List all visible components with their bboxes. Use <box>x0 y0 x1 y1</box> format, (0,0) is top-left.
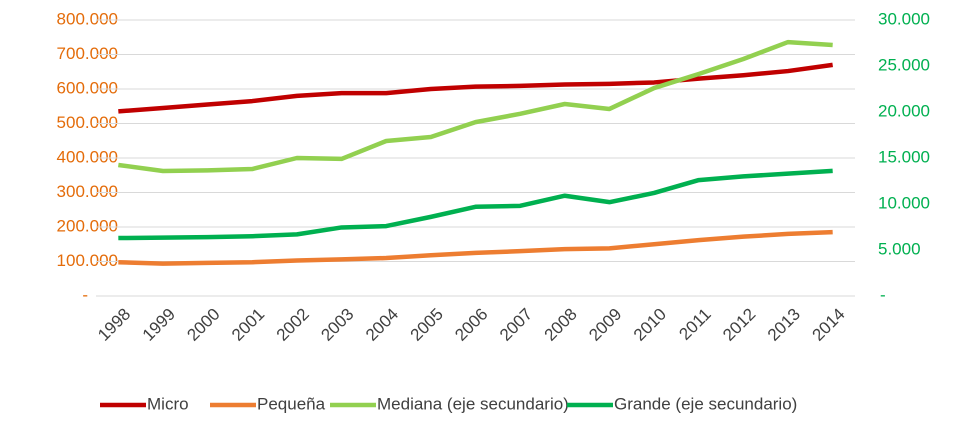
y-tick-label: 100.000 <box>57 251 118 270</box>
y2-tick-label: 30.000 <box>878 9 930 28</box>
series-line <box>118 229 833 266</box>
x-tick-label: 2013 <box>764 305 804 345</box>
x-tick-label: 1999 <box>139 305 179 345</box>
series-line <box>118 62 833 114</box>
y-tick-label: 300.000 <box>57 182 118 201</box>
x-tick-label: 2012 <box>719 305 759 345</box>
y2-tick-label: 5.000 <box>878 239 921 258</box>
series-line <box>118 39 833 174</box>
y2-tick-label: 15.000 <box>878 147 930 166</box>
x-tick-label: 2003 <box>317 305 357 345</box>
x-tick-label: 2014 <box>808 305 848 345</box>
legend-label: Pequeña <box>257 394 326 413</box>
legend-label: Grande (eje secundario) <box>614 394 797 413</box>
y-tick-label: 200.000 <box>57 216 118 235</box>
y2-tick-label: 25.000 <box>878 55 930 74</box>
y-tick-label: 500.000 <box>57 113 118 132</box>
x-tick-label: 1998 <box>94 305 134 345</box>
x-tick-label: 2011 <box>675 305 714 344</box>
x-tick-label: 2006 <box>451 305 491 345</box>
x-tick-label: 2004 <box>362 305 402 345</box>
y2-tick-label: 20.000 <box>878 101 930 120</box>
y-tick-label: 600.000 <box>57 78 118 97</box>
y-tick-label: 800.000 <box>57 9 118 28</box>
x-tick-label: 2007 <box>496 305 536 345</box>
x-tick-label: 2008 <box>541 305 581 345</box>
x-tick-label: 2010 <box>630 305 670 345</box>
x-tick-label: 2005 <box>407 305 447 345</box>
y-tick-label: 700.000 <box>57 44 118 63</box>
x-tick-label: 2001 <box>228 305 268 345</box>
x-tick-label: 2000 <box>183 305 223 345</box>
y2-tick-label: - <box>880 285 886 304</box>
legend-label: Micro <box>147 394 189 413</box>
legend-label: Mediana (eje secundario) <box>377 394 569 413</box>
y-tick-label: - <box>82 285 88 304</box>
y-tick-label: 400.000 <box>57 147 118 166</box>
series-line <box>118 168 833 241</box>
y2-tick-label: 10.000 <box>878 193 930 212</box>
x-tick-label: 2009 <box>585 305 625 345</box>
x-tick-label: 2002 <box>273 305 313 345</box>
